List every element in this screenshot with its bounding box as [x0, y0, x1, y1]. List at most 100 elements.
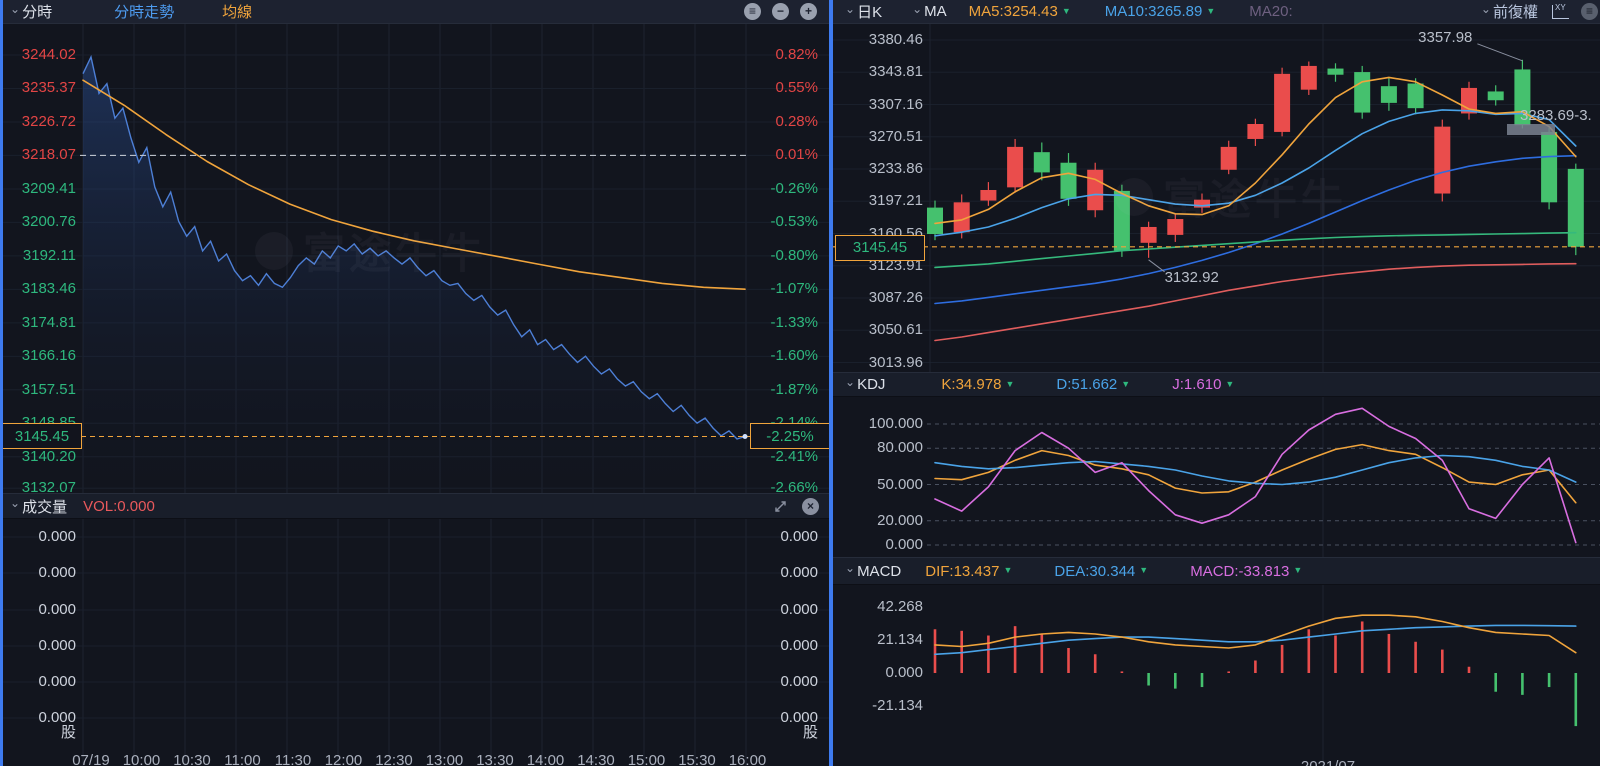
macd-axis-label: 0.000	[885, 664, 923, 681]
triangle-down-icon[interactable]: ▼	[1061, 5, 1071, 16]
time-axis-label: 10:30	[173, 752, 211, 766]
price-axis-label: 3140.20	[21, 447, 76, 465]
percent-axis-label: -0.80%	[770, 246, 818, 264]
kdj-pane[interactable]: 100.000 80.000 50.000 20.000 0.000	[833, 397, 1600, 557]
price-axis-label: 3380.46	[868, 31, 923, 48]
ma20-value: MA20:	[1249, 3, 1293, 20]
zoom-in-icon[interactable]: +	[800, 3, 817, 20]
macd-dea-value: DEA:30.344	[1054, 562, 1136, 580]
price-axis-label: 3235.37	[21, 79, 76, 97]
volume-axis-label: 0.000	[780, 637, 818, 654]
macd-pane[interactable]: 42.268 21.134 0.000 -21.134 2021/07	[833, 585, 1600, 766]
volume-title[interactable]: 成交量	[22, 498, 68, 516]
price-axis-label: 3087.26	[868, 289, 923, 307]
triangle-down-icon[interactable]: ▼	[1121, 378, 1131, 389]
ma10-value: MA10:3265.89	[1104, 3, 1203, 20]
price-axis-label: 3270.51	[868, 127, 923, 145]
triangle-down-icon[interactable]: ▼	[1003, 565, 1013, 575]
time-axis-label: 15:00	[627, 752, 666, 766]
triangle-down-icon[interactable]: ▼	[1139, 565, 1149, 575]
price-axis-label: 3233.86	[868, 160, 923, 177]
macd-dif-value: DIF:13.437	[925, 562, 1000, 580]
volume-header: ⌄ 成交量 VOL:0.000 ×	[0, 493, 829, 519]
time-axis-label: 14:30	[577, 752, 615, 766]
close-icon[interactable]: ×	[802, 497, 819, 515]
tab-daily-k[interactable]: 日K	[857, 4, 883, 21]
triangle-down-icon[interactable]: ▼	[1225, 378, 1235, 389]
chevron-down-icon: ⌄	[10, 496, 21, 510]
volume-axis-label: 0.000	[780, 564, 818, 581]
menu-circle-icon[interactable]: ≡	[1581, 3, 1598, 20]
time-axis-label: 14:00	[526, 752, 565, 766]
ma-indicator-label[interactable]: MA	[924, 3, 947, 20]
percent-axis-label: 0.28%	[775, 112, 818, 130]
time-axis-label: 11:00	[224, 752, 261, 766]
kdj-title[interactable]: KDJ	[857, 376, 886, 393]
percent-axis-label: 0.55%	[775, 79, 818, 97]
kline-chart[interactable]: 富途牛牛 3357.98 3132.92 3283.69-3. 3380.46 3343…	[833, 24, 1600, 372]
price-range-flag	[1507, 124, 1555, 135]
volume-axis-label: 0.000	[38, 564, 76, 581]
macd-axis-label: 42.268	[877, 597, 923, 615]
panel-edge-highlight	[0, 0, 3, 766]
zoom-out-icon[interactable]: −	[772, 3, 789, 20]
adjust-mode-selector[interactable]: 前復權	[1492, 4, 1538, 21]
link-ma-line[interactable]: 均線	[222, 4, 253, 21]
chevron-down-icon: ⌄	[10, 1, 21, 16]
kdj-axis-label: 80.000	[877, 439, 923, 457]
current-price-flag: 3145.45	[835, 234, 925, 261]
panel-divider[interactable]	[829, 0, 833, 766]
kdj-k-value: K:34.978	[941, 376, 1002, 393]
percent-axis-label: -1.60%	[770, 347, 818, 365]
percent-axis-label: -2.41%	[770, 447, 818, 465]
intraday-header: ⌄ 分時 分時走勢 均線 ≡ − +	[0, 0, 829, 24]
volume-pane[interactable]: 0.000 0.000 0.000 0.000 0.000 0.000 0.000 0.000…	[0, 519, 829, 766]
triangle-down-icon[interactable]: ▼	[1206, 5, 1216, 16]
price-axis-label: 3200.76	[21, 213, 76, 231]
percent-axis-label: -1.87%	[770, 380, 818, 398]
high-annotation: 3357.98	[1418, 28, 1473, 46]
price-axis-label: 3218.07	[21, 146, 76, 164]
chevron-down-icon: ⌄	[845, 561, 856, 575]
volume-axis-label: 0.000	[38, 528, 76, 545]
price-axis-label: 3197.21	[868, 192, 923, 210]
expand-icon[interactable]	[773, 499, 788, 514]
kdj-axis-label: 50.000	[877, 475, 923, 493]
percent-axis-label: 0.01%	[775, 146, 818, 164]
kdj-axis-label: 0.000	[885, 536, 923, 553]
price-axis-label: 3244.02	[21, 46, 76, 63]
price-axis-label: 3157.51	[21, 380, 76, 398]
close-annotation: 3283.69-3.	[1520, 107, 1592, 124]
unit-label: 股	[802, 724, 818, 741]
price-axis-label: 3123.91	[868, 256, 923, 274]
kdj-header: ⌄ KDJ K:34.978 ▼ D:51.662 ▼ J:1.610 ▼	[833, 372, 1600, 397]
time-axis-label: 15:30	[678, 752, 716, 766]
low-annotation: 3132.92	[1164, 268, 1219, 286]
price-axis-label: 3192.11	[22, 246, 76, 264]
chevron-down-icon: ⌄	[845, 374, 856, 389]
price-axis-label: 3307.16	[868, 95, 923, 113]
current-percent-flag: -2.25%	[750, 423, 829, 450]
macd-title[interactable]: MACD	[857, 562, 902, 580]
triangle-down-icon[interactable]: ▼	[1005, 378, 1015, 389]
intraday-chart[interactable]: 富途牛牛 3244.02 0.82% 3235.37 0.55% 3226.72 0.28…	[0, 24, 829, 493]
time-axis-label: 16:00	[728, 752, 767, 766]
volume-axis-label: 0.000	[38, 601, 76, 618]
triangle-down-icon[interactable]: ▼	[1293, 565, 1303, 575]
percent-axis-label: -1.07%	[770, 280, 818, 298]
tab-timeshare[interactable]: 分時	[22, 4, 53, 21]
price-axis-label: 3132.07	[21, 479, 76, 493]
ma5-value: MA5:3254.43	[968, 3, 1058, 20]
percent-axis-label: 0.82%	[775, 46, 818, 63]
axis-settings-icon[interactable]: XY	[1552, 3, 1569, 19]
kdj-d-value: D:51.662	[1056, 376, 1118, 393]
macd-axis-label: -21.134	[872, 697, 923, 714]
time-axis-label: 10:00	[122, 752, 161, 766]
link-timeshare-trend[interactable]: 分時走勢	[114, 4, 175, 21]
menu-circle-icon[interactable]: ≡	[744, 3, 761, 20]
chevron-down-icon: ⌄	[1480, 1, 1491, 16]
time-axis-label: 12:30	[375, 752, 413, 766]
chevron-down-icon: ⌄	[845, 1, 856, 16]
price-axis-label: 3013.96	[868, 353, 923, 371]
